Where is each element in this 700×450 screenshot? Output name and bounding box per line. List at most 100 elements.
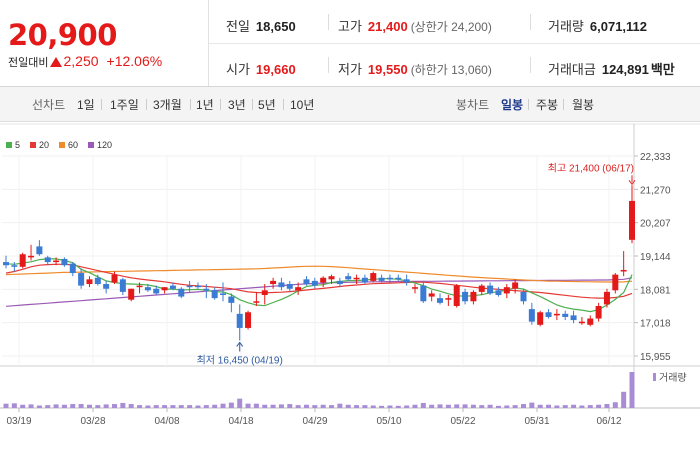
y-tick-label: 21,270: [640, 185, 671, 196]
candle: [328, 274, 335, 285]
divider: [190, 99, 191, 110]
candle-body: [253, 301, 260, 303]
candle: [562, 310, 569, 321]
legend-item-ma120: 120: [88, 140, 112, 150]
period-3m[interactable]: 3개월: [153, 98, 182, 112]
candle-weekly-tab[interactable]: 주봉: [536, 98, 559, 112]
candle: [11, 262, 18, 272]
candle-body: [336, 280, 343, 285]
divider: [209, 43, 700, 44]
x-tick-label: 04/29: [302, 416, 327, 427]
volume-bar: [520, 404, 526, 408]
legend-swatch: [88, 142, 95, 148]
stat-value: 19,660: [255, 62, 296, 77]
period-3y[interactable]: 3년: [228, 98, 246, 112]
candle: [386, 274, 393, 283]
volume-bar: [420, 402, 426, 408]
volume-bar: [362, 405, 368, 408]
divider: [563, 99, 564, 110]
candle: [620, 251, 627, 277]
candle: [595, 302, 602, 322]
volume-bar: [120, 402, 126, 408]
candle-monthly-tab[interactable]: 월봉: [572, 98, 595, 112]
stat-value: 19,550: [367, 62, 408, 77]
candle-body: [278, 282, 285, 288]
x-tick-label: 05/22: [450, 416, 475, 427]
period-1w[interactable]: 1주일: [110, 98, 139, 112]
candle: [253, 291, 260, 306]
period-1d[interactable]: 1일: [77, 98, 95, 112]
volume-bar: [337, 403, 343, 408]
candle: [136, 282, 143, 294]
ma5-line: [5, 258, 633, 313]
candle-body: [445, 298, 452, 300]
candle: [295, 282, 302, 296]
x-tick-label: 03/28: [80, 416, 105, 427]
period-10y[interactable]: 10년: [290, 98, 315, 112]
volume-bar: [153, 405, 159, 408]
volume-bar: [387, 405, 393, 408]
candle: [445, 295, 452, 306]
y-tick-label: 22,333: [640, 152, 671, 163]
change-row: 전일대비 2,250 +12.06%: [8, 53, 162, 70]
stat-label: 거래량: [548, 19, 584, 34]
volume-bar: [562, 405, 568, 408]
volume-bar: [462, 404, 468, 408]
candle: [587, 315, 594, 327]
stat-label: 고가: [338, 19, 362, 34]
stat-value: 18,650: [255, 19, 296, 34]
high-arrow-head: [628, 179, 636, 186]
candle: [144, 284, 151, 292]
period-5y[interactable]: 5년: [258, 98, 276, 112]
candle-body: [161, 287, 168, 291]
volume-bar: [45, 405, 51, 408]
divider: [530, 57, 531, 73]
candle-body: [128, 288, 135, 300]
low-arrow-head: [236, 341, 244, 347]
legend-item-ma5: 5: [6, 140, 20, 150]
x-tick-label: 05/10: [376, 416, 401, 427]
candle-body: [512, 282, 519, 289]
volume-bar: [370, 405, 376, 408]
volume-bar: [512, 405, 518, 408]
candle: [119, 277, 126, 296]
volume-bar: [162, 405, 168, 408]
candle: [36, 240, 43, 256]
volume-bar: [470, 404, 476, 408]
up-triangle-icon: [50, 57, 63, 67]
candle: [520, 288, 527, 305]
candle-body: [545, 312, 552, 317]
candle: [453, 284, 460, 308]
period-1y[interactable]: 1년: [196, 98, 214, 112]
y-tick-label: 19,144: [640, 252, 671, 263]
volume-bar: [429, 404, 435, 408]
candle: [311, 277, 318, 289]
volume-bar: [103, 404, 109, 408]
legend-label: 60: [68, 140, 79, 150]
stat-high: 고가 21,400 (상한가 24,200): [338, 16, 492, 35]
volume-bar: [412, 404, 418, 408]
candle: [203, 284, 210, 299]
volume-bar: [629, 372, 635, 408]
stat-prev-close: 전일 18,650: [226, 16, 296, 35]
volume-bar: [178, 405, 184, 408]
divider: [328, 57, 329, 73]
volume-bar: [537, 404, 543, 408]
candle-daily-tab[interactable]: 일봉: [501, 98, 524, 112]
candle: [437, 293, 444, 305]
candle: [211, 287, 218, 300]
volume-bar: [345, 404, 351, 408]
candle: [86, 276, 93, 288]
volume-bar: [78, 404, 84, 408]
candle: [503, 284, 510, 299]
candle-body: [620, 269, 627, 272]
candle: [19, 252, 26, 269]
volume-bar: [253, 403, 259, 408]
stat-value: 6,071,112: [589, 19, 648, 34]
candle: [487, 282, 494, 296]
candle: [570, 310, 577, 324]
candle-body: [311, 280, 318, 286]
volume-bar: [70, 404, 76, 408]
candle: [629, 185, 635, 244]
